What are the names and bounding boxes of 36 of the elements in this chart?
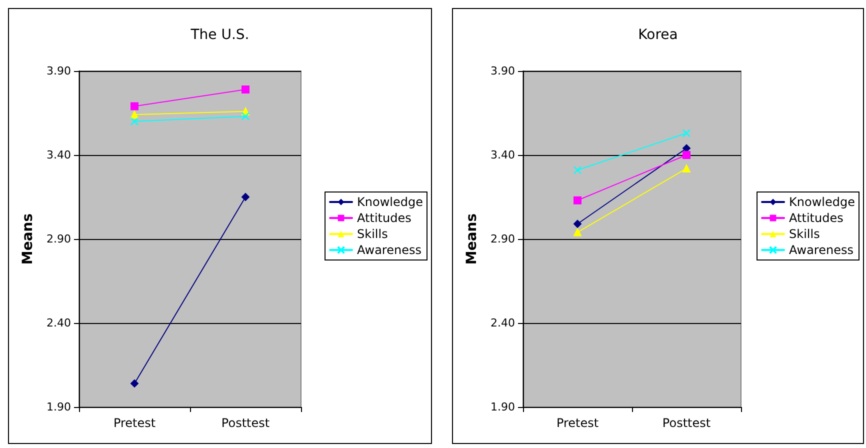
point (130, 379, 138, 388)
legend-label: Attitudes (789, 211, 844, 225)
point (682, 151, 690, 159)
y-axis-title: Means (20, 213, 36, 265)
legend-label: Knowledge (789, 195, 856, 209)
legend-label: Attitudes (357, 211, 412, 225)
y-tick-label: 1.90 (46, 400, 71, 414)
x-tick-label: Posttest (662, 416, 711, 430)
point (573, 166, 582, 174)
y-tick-label: 2.40 (46, 316, 71, 330)
point (130, 102, 138, 110)
x-tick-label: Posttest (221, 416, 270, 430)
y-tick-label: 2.90 (46, 232, 71, 246)
legend-label: Knowledge (357, 195, 424, 209)
legend-label: Awareness (357, 243, 422, 257)
legend-label: Skills (357, 227, 388, 241)
y-tick-label: 2.40 (490, 316, 515, 330)
point (574, 220, 582, 228)
legend-label: Awareness (789, 243, 854, 257)
x-tick-label: Pretest (113, 416, 156, 430)
point (574, 196, 582, 204)
chart-title: The U.S. (190, 27, 250, 43)
legend-label: Skills (789, 227, 820, 241)
point (682, 129, 691, 138)
y-tick-label: 3.90 (46, 64, 71, 78)
point (242, 85, 250, 94)
y-tick-label: 2.90 (490, 232, 515, 246)
y-tick-label: 1.90 (490, 400, 515, 414)
x-tick-label: Pretest (556, 416, 599, 430)
y-tick-label: 3.90 (490, 64, 515, 78)
y-tick-label: 3.40 (46, 148, 71, 162)
y-axis-title: Means (464, 213, 480, 265)
y-tick-label: 3.40 (490, 148, 515, 162)
chart-title: Korea (638, 27, 678, 43)
point (242, 193, 250, 201)
point (130, 117, 139, 126)
